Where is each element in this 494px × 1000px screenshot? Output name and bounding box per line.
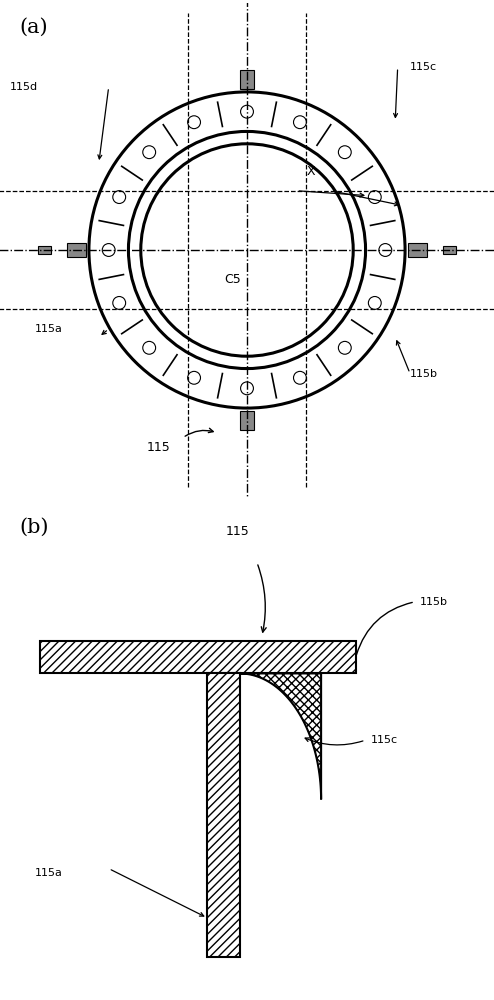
Bar (444, 246, 455, 254)
Text: 115a: 115a (35, 868, 62, 879)
Text: 115b: 115b (420, 597, 448, 607)
Text: (b): (b) (20, 518, 49, 537)
Bar (408, 243, 427, 257)
Bar (240, 70, 254, 89)
Bar (40, 641, 356, 673)
Text: 115c: 115c (370, 735, 398, 745)
Text: 115b: 115b (410, 369, 438, 379)
Bar (67, 243, 86, 257)
Text: C5: C5 (224, 273, 241, 286)
Bar (38, 246, 50, 254)
Bar (207, 673, 240, 957)
Polygon shape (240, 673, 321, 799)
Text: 115d: 115d (10, 82, 38, 92)
Text: X: X (306, 165, 315, 178)
Text: 115: 115 (225, 525, 249, 538)
Text: 115c: 115c (410, 62, 437, 72)
Text: 115a: 115a (35, 324, 62, 334)
Bar (207, 673, 240, 957)
Bar (240, 411, 254, 430)
Bar (40, 641, 356, 673)
Text: (a): (a) (20, 18, 48, 37)
Text: 115: 115 (146, 441, 170, 454)
